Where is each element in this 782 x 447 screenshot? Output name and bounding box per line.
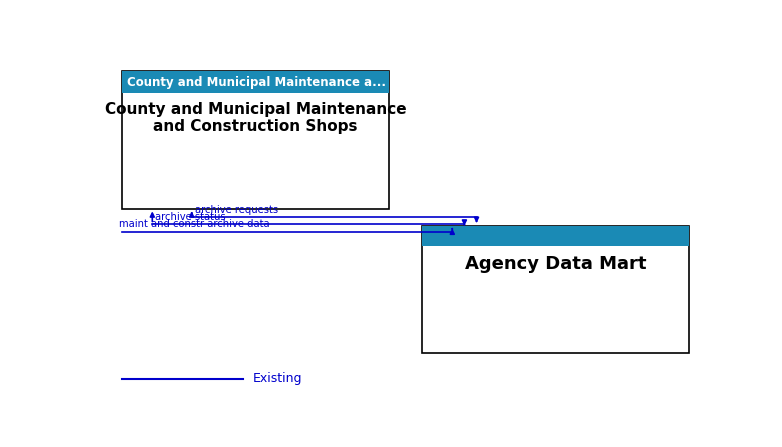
Text: Existing: Existing [253,372,302,385]
Text: maint and constr archive data: maint and constr archive data [119,219,270,229]
Text: Agency Data Mart: Agency Data Mart [465,255,646,273]
Text: County and Municipal Maintenance a...: County and Municipal Maintenance a... [127,76,386,89]
Text: County and Municipal Maintenance
and Construction Shops: County and Municipal Maintenance and Con… [105,102,406,134]
FancyBboxPatch shape [122,71,389,208]
Text: archive requests: archive requests [195,205,278,215]
Text: archive status: archive status [156,212,226,222]
FancyBboxPatch shape [122,71,389,93]
FancyBboxPatch shape [422,226,689,353]
FancyBboxPatch shape [422,226,689,246]
